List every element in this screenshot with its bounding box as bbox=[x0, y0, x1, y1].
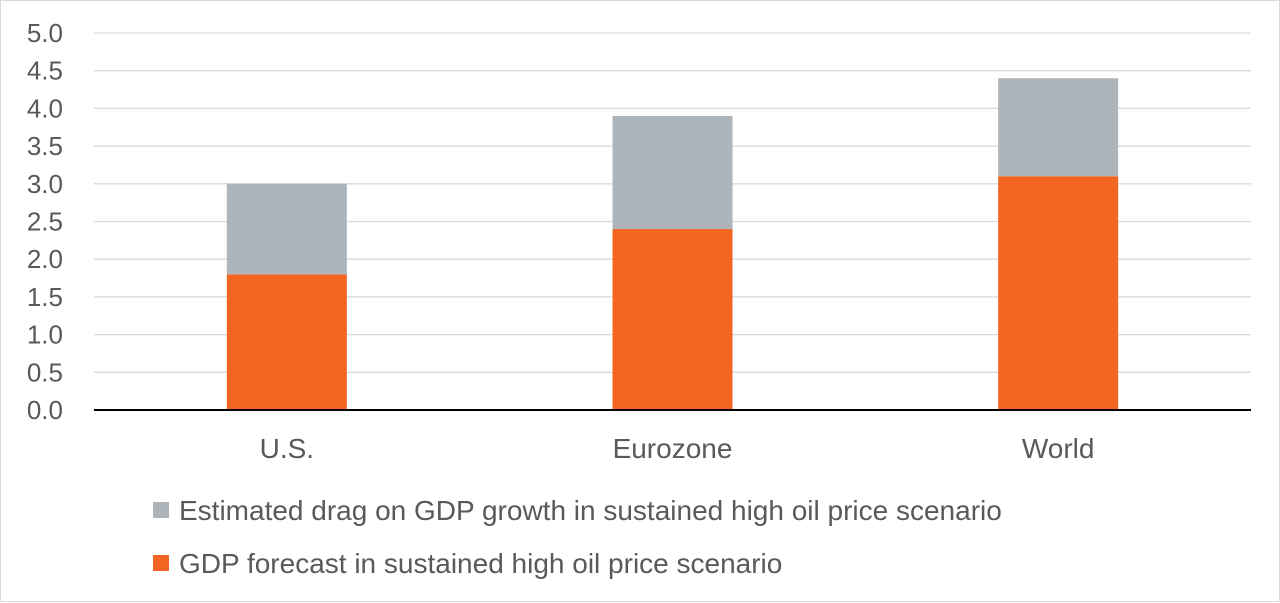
legend: Estimated drag on GDP growth in sustaine… bbox=[153, 495, 1002, 579]
legend-swatch-estimated-drag bbox=[153, 502, 169, 518]
x-axis-labels: U.S. Eurozone World bbox=[260, 433, 1095, 464]
y-tick-label: 1.0 bbox=[27, 320, 63, 350]
y-axis-ticks: 0.0 0.5 1.0 1.5 2.0 2.5 3.0 3.5 4.0 4.5 5.0 bbox=[27, 18, 63, 425]
bar-gdp-forecast-2 bbox=[998, 176, 1119, 410]
y-tick-label: 0.0 bbox=[27, 395, 63, 425]
legend-label: Estimated drag on GDP growth in sustaine… bbox=[179, 495, 1002, 526]
bar-gdp-forecast-0 bbox=[226, 274, 347, 410]
y-tick-label: 3.5 bbox=[27, 131, 63, 161]
bar-estimated-drag-0 bbox=[226, 183, 347, 275]
y-tick-label: 2.5 bbox=[27, 207, 63, 237]
x-tick-label: U.S. bbox=[260, 433, 314, 464]
x-tick-label: World bbox=[1022, 433, 1095, 464]
y-tick-label: 1.5 bbox=[27, 282, 63, 312]
y-tick-label: 2.0 bbox=[27, 244, 63, 274]
y-tick-label: 0.5 bbox=[27, 357, 63, 387]
bar-estimated-drag-1 bbox=[612, 115, 733, 230]
y-tick-label: 5.0 bbox=[27, 18, 63, 48]
legend-label: GDP forecast in sustained high oil price… bbox=[179, 548, 782, 579]
y-tick-label: 4.0 bbox=[27, 93, 63, 123]
bars bbox=[226, 78, 1119, 410]
bar-gdp-forecast-1 bbox=[612, 229, 733, 410]
y-tick-label: 3.0 bbox=[27, 169, 63, 199]
x-tick-label: Eurozone bbox=[613, 433, 733, 464]
bar-estimated-drag-2 bbox=[998, 78, 1119, 177]
legend-swatch-gdp-forecast bbox=[153, 555, 169, 571]
y-tick-label: 4.5 bbox=[27, 56, 63, 86]
